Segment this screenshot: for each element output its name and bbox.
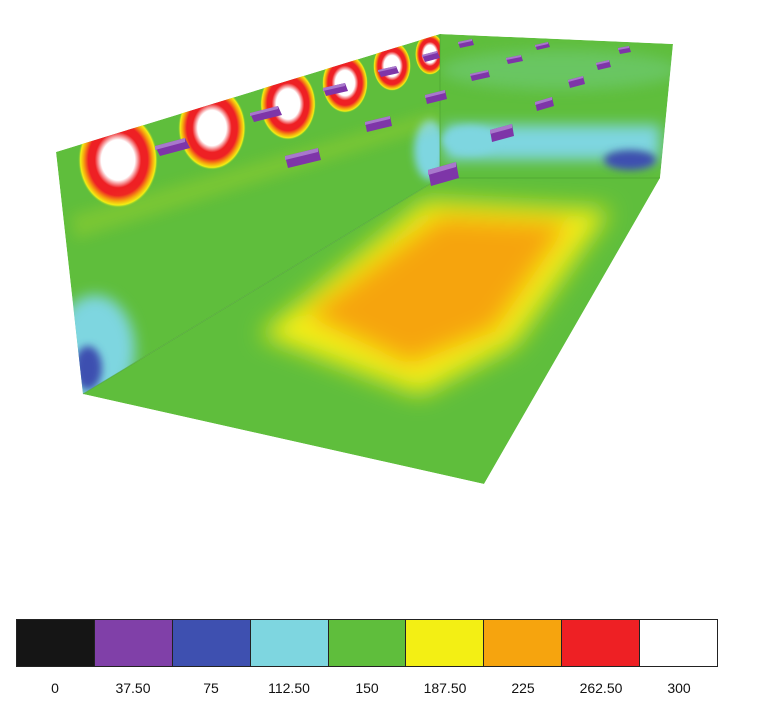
legend-swatch xyxy=(639,619,719,667)
luminaires xyxy=(155,39,631,186)
legend-swatch xyxy=(93,619,173,667)
legend-label: 75 xyxy=(203,680,219,696)
room-illuminance-render xyxy=(56,34,673,484)
legend-label: 225 xyxy=(511,680,535,696)
luminaire xyxy=(422,51,440,62)
illuminance-legend xyxy=(16,619,719,669)
legend-label: 262.50 xyxy=(579,680,623,696)
luminaire xyxy=(378,66,399,77)
luminaire xyxy=(535,42,550,50)
luminaire xyxy=(365,116,392,132)
legend-label: 150 xyxy=(355,680,379,696)
floor xyxy=(83,178,660,484)
luminaire xyxy=(470,70,490,81)
luminaire xyxy=(250,106,282,122)
luminaire xyxy=(568,76,585,88)
legend-swatch xyxy=(16,619,95,667)
luminaire xyxy=(285,148,321,168)
legend-swatch xyxy=(561,619,641,667)
legend-swatch xyxy=(405,619,485,667)
luminaire xyxy=(458,39,474,48)
luminaire xyxy=(428,162,459,186)
luminaire xyxy=(490,124,514,142)
luminaire xyxy=(618,46,631,54)
legend-label: 0 xyxy=(51,680,59,696)
legend-swatch xyxy=(171,619,251,667)
legend-label: 300 xyxy=(667,680,691,696)
legend-swatch xyxy=(483,619,563,667)
legend-label: 187.50 xyxy=(423,680,467,696)
legend-label: 112.50 xyxy=(268,680,310,696)
luminaire xyxy=(596,60,611,70)
luminaire xyxy=(506,55,523,64)
luminaire xyxy=(425,90,447,104)
legend-label: 37.50 xyxy=(115,680,151,696)
luminaire xyxy=(323,83,348,96)
legend-swatch xyxy=(249,619,329,667)
legend-swatch xyxy=(327,619,407,667)
legend-labels: 0 37.50 75 112.50 150 187.50 225 262.50 … xyxy=(16,680,718,700)
back-wall xyxy=(440,34,673,178)
left-wall xyxy=(56,34,440,394)
luminaire xyxy=(535,97,554,111)
luminaire xyxy=(155,138,190,156)
false-color-rendering xyxy=(56,34,673,484)
